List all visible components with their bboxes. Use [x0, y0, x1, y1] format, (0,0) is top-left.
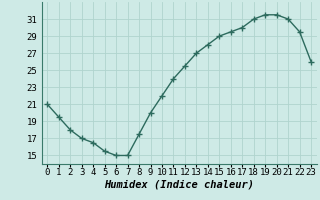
X-axis label: Humidex (Indice chaleur): Humidex (Indice chaleur) [104, 180, 254, 190]
